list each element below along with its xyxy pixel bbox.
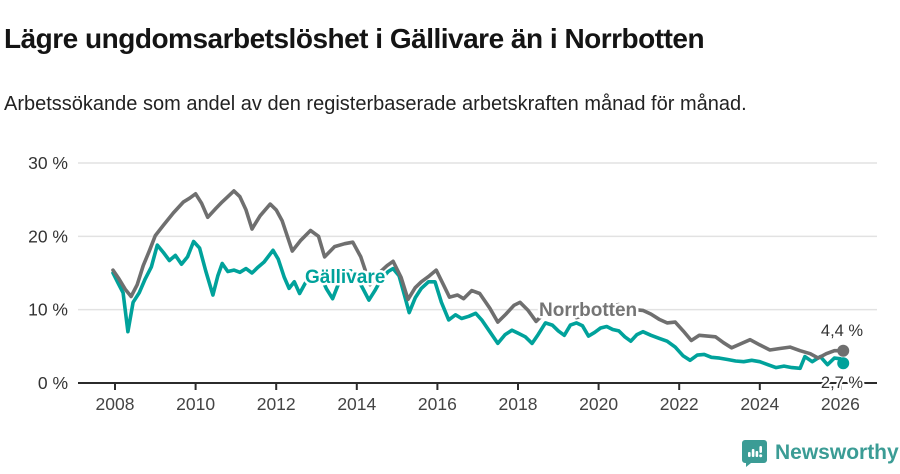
newsworthy-logo-icon [742,439,767,467]
x-axis-tick-label: 2020 [579,394,618,414]
series-line-gllivare [111,239,846,371]
y-axis-tick-label: 20 % [28,226,68,246]
y-axis-tick-label: 30 % [28,153,68,173]
x-axis-tick-label: 2012 [257,394,296,414]
x-axis-tick-label: 2026 [821,394,860,414]
x-axis-tick-label: 2024 [740,394,779,414]
series-line-norrbotten [111,189,846,360]
end-label-gallivare: 2,7 % [821,374,864,392]
end-label-norrbotten: 4,4 % [821,322,864,340]
series-label: Gällivare [305,267,385,288]
x-axis-tick-label: 2016 [418,394,457,414]
y-axis-tick-label: 0 % [38,373,68,393]
x-axis-tick-label: 2010 [176,394,215,414]
x-axis-tick-label: 2008 [96,394,135,414]
x-axis-tick-label: 2014 [337,394,376,414]
y-axis-tick-label: 10 % [28,300,68,320]
x-axis-tick-label: 2022 [660,394,699,414]
page-title: Lägre ungdomsarbetslöshet i Gällivare än… [4,22,705,54]
series-label: Norrbotten [539,300,637,321]
series-end-dot [837,344,850,357]
newsworthy-logo: Newsworthy [741,437,899,469]
newsworthy-logo-text: Newsworthy [775,441,899,464]
series-end-dot [837,357,850,370]
page-subtitle: Arbetssökande som andel av den registerb… [4,93,747,115]
x-axis-tick-label: 2018 [499,394,538,414]
